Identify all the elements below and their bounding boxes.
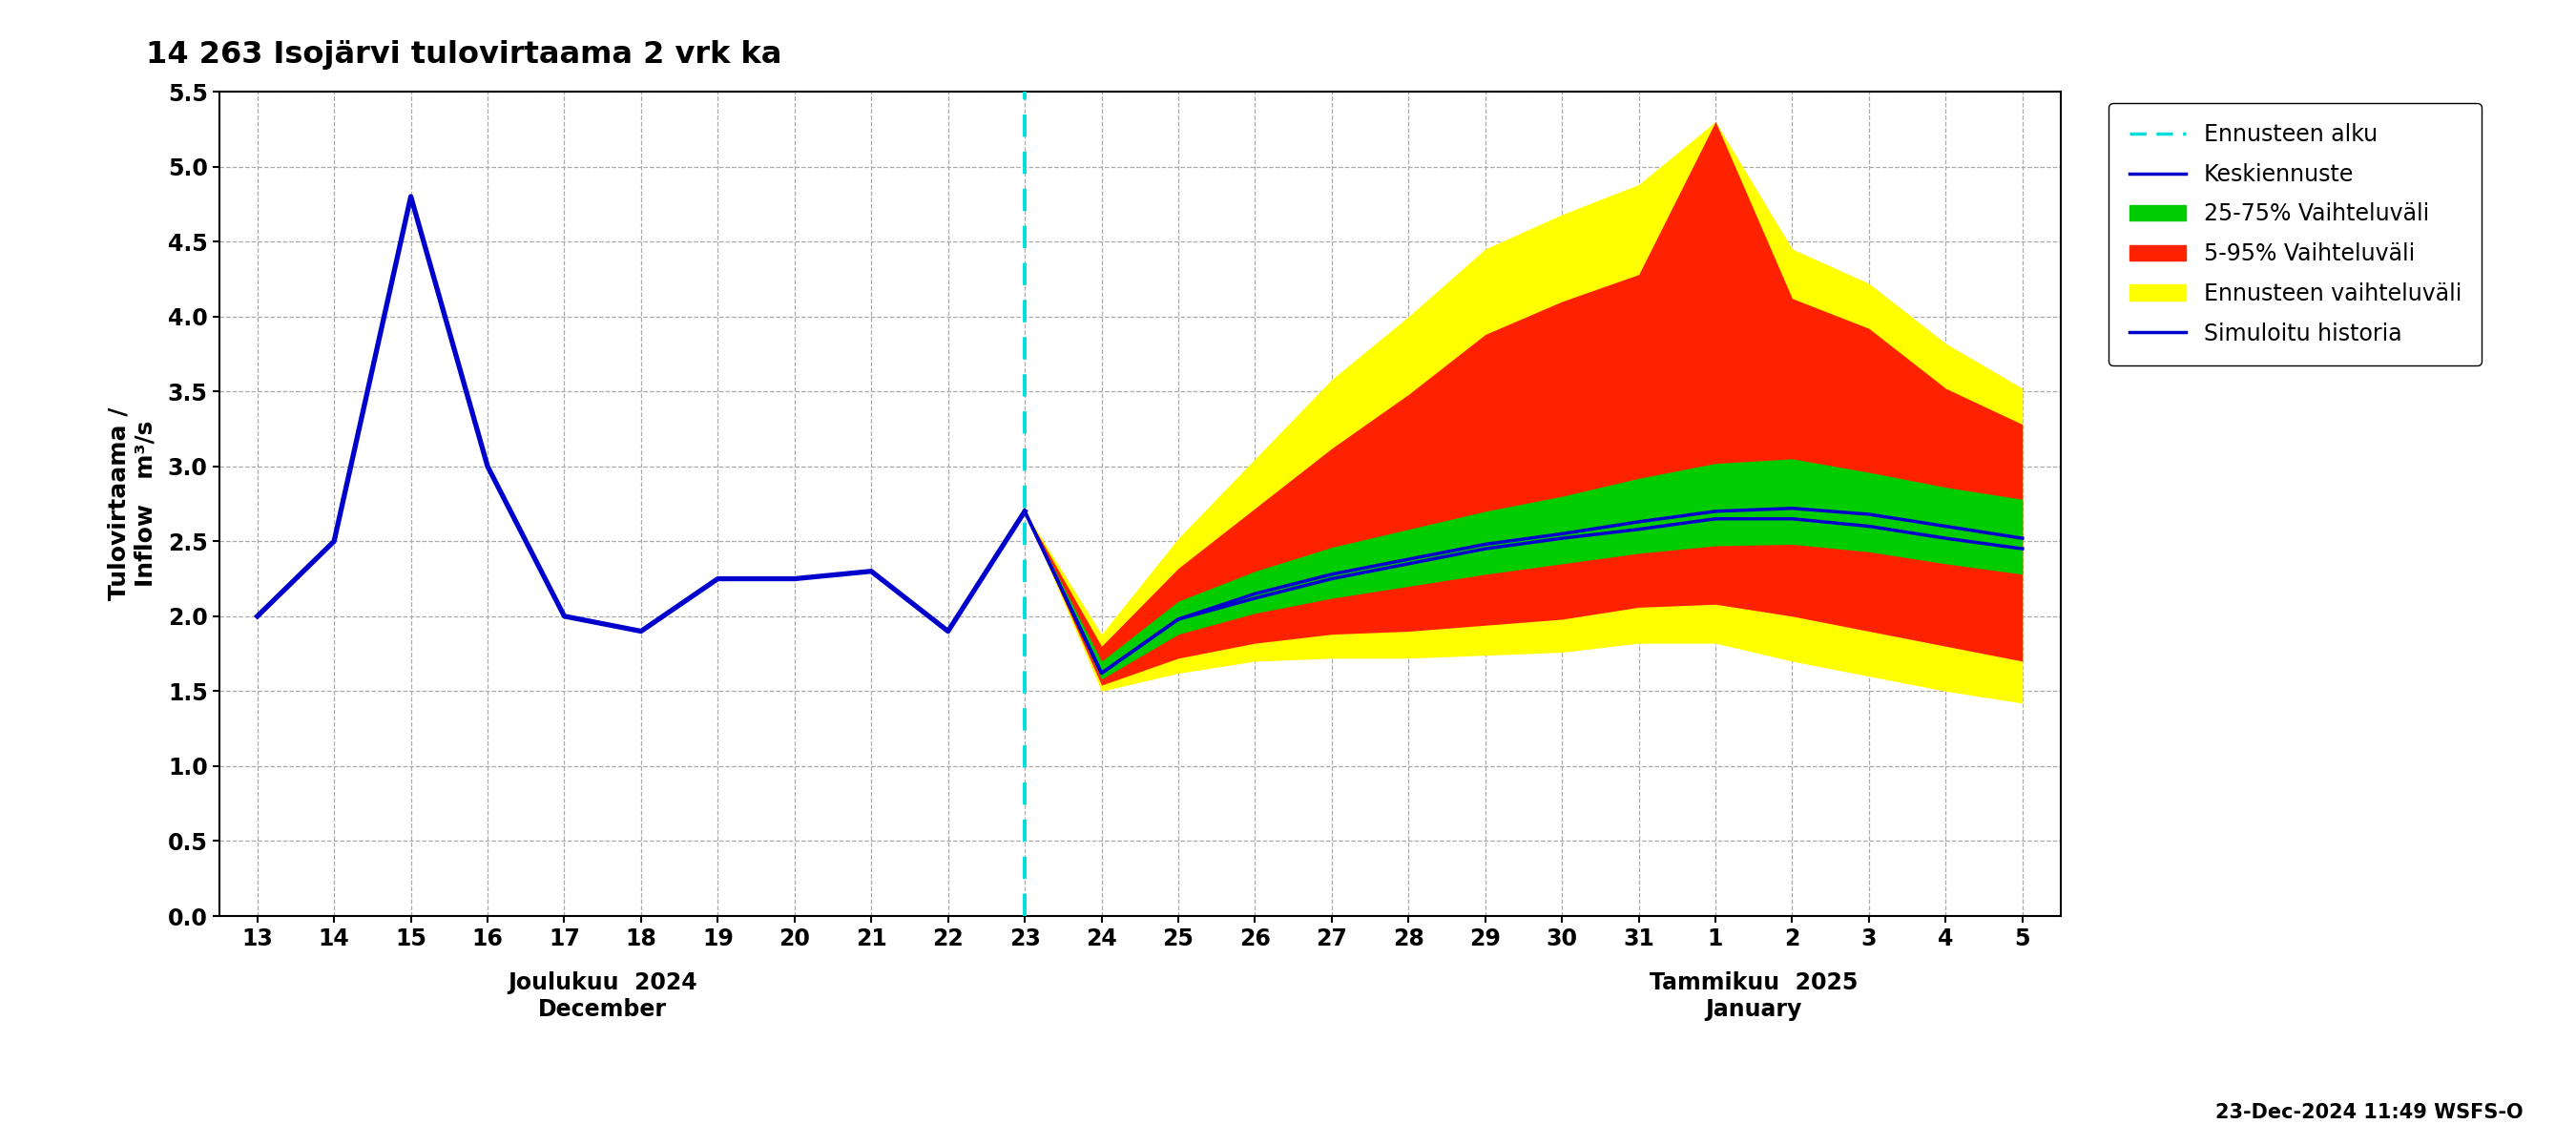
Legend: Ennusteen alku, Keskiennuste, 25-75% Vaihteluväli, 5-95% Vaihteluväli, Ennusteen: Ennusteen alku, Keskiennuste, 25-75% Vai… <box>2110 103 2481 365</box>
Text: Tammikuu  2025
January: Tammikuu 2025 January <box>1649 971 1857 1021</box>
Y-axis label: Tulovirtaama /
Inflow   m³/s: Tulovirtaama / Inflow m³/s <box>108 408 157 600</box>
Text: Joulukuu  2024
December: Joulukuu 2024 December <box>507 971 698 1021</box>
Text: 14 263 Isojärvi tulovirtaama 2 vrk ka: 14 263 Isojärvi tulovirtaama 2 vrk ka <box>147 40 781 70</box>
Text: 23-Dec-2024 11:49 WSFS-O: 23-Dec-2024 11:49 WSFS-O <box>2215 1103 2522 1122</box>
